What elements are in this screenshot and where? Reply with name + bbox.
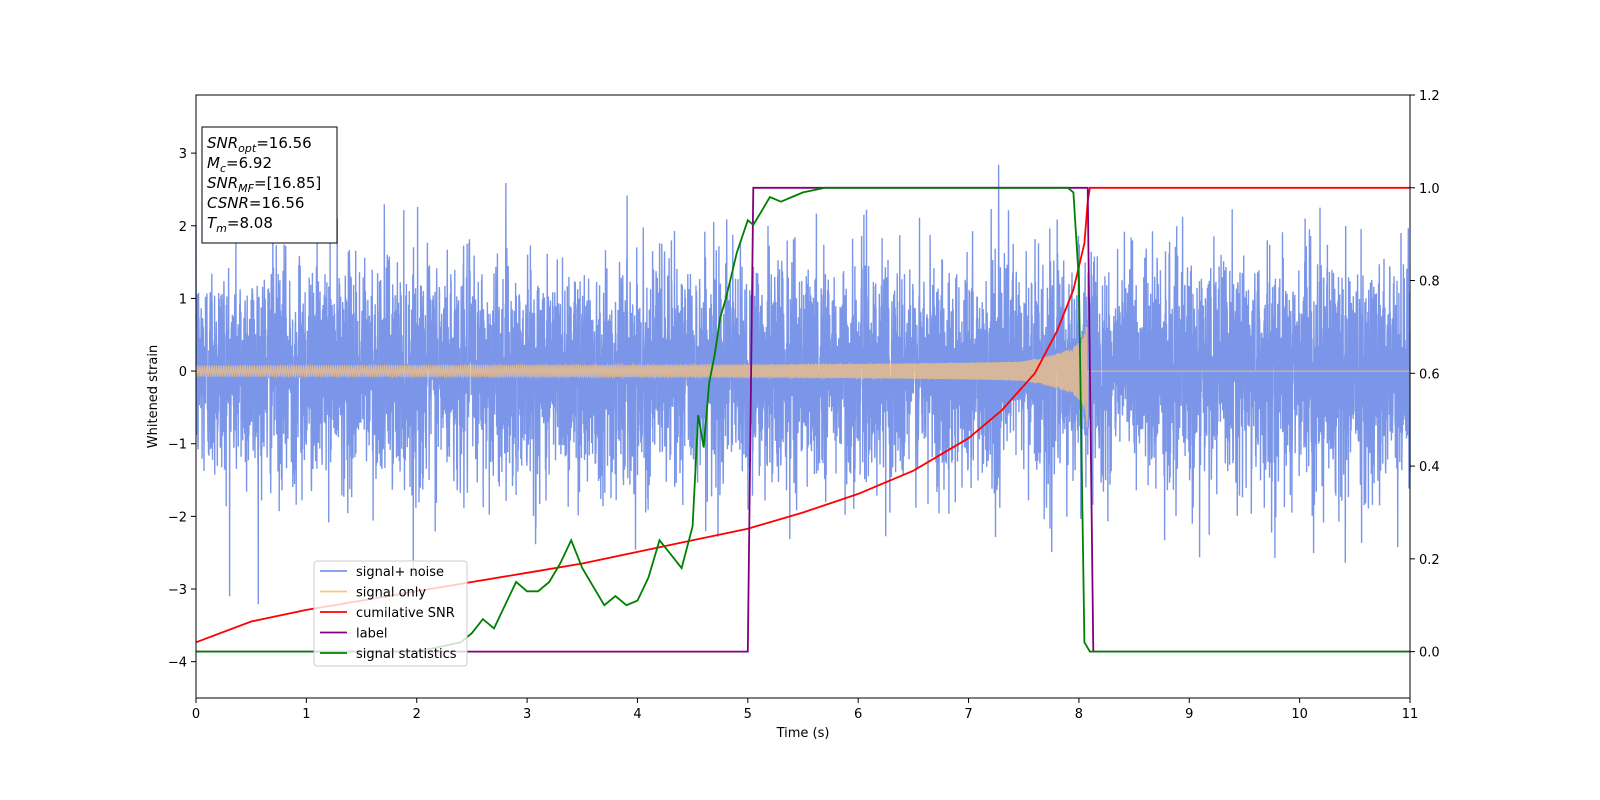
y-right-tick-label: 0.0 <box>1419 646 1440 661</box>
legend-label: signal statistics <box>356 647 457 662</box>
y-right-tick-label: 0.8 <box>1419 275 1440 290</box>
legend-label: signal+ noise <box>356 565 444 580</box>
line-signal-only <box>195 326 1410 428</box>
x-tick-label: 5 <box>744 707 752 722</box>
x-axis-label: Time (s) <box>776 726 830 741</box>
legend: signal+ noise signal only cumilative SNR la… <box>313 560 468 667</box>
x-tick-label: 3 <box>523 707 531 722</box>
x-tick-label: 4 <box>633 707 641 722</box>
y-tick-label: 3 <box>179 147 187 162</box>
series-signal-only <box>195 326 1410 428</box>
y-tick-label: −3 <box>168 583 187 598</box>
series-signal-noise <box>195 164 1411 605</box>
x-tick-label: 10 <box>1291 707 1308 722</box>
y-right-tick-label: 0.2 <box>1419 553 1440 568</box>
legend-label: label <box>356 627 387 642</box>
x-tick-label: 6 <box>854 707 862 722</box>
y-right-tick-label: 0.4 <box>1419 460 1440 475</box>
info-box-frame <box>201 126 338 244</box>
x-tick-label: 0 <box>192 707 200 722</box>
info-line: SNRMF=[16.85] <box>207 174 321 195</box>
x-tick-label: 7 <box>964 707 972 722</box>
y-tick-label: −1 <box>168 438 187 453</box>
x-tick-label: 8 <box>1075 707 1083 722</box>
legend-label: cumilative SNR <box>356 606 455 621</box>
axes: 0 1 2 3 4 5 6 7 8 9 10 11 −4 −3 −2 −1 0 1 2 3 0.0 0.2 0.4 0.6 0.… <box>168 89 1440 722</box>
info-box: SNRopt=16.56Mc=6.92SNRMF=[16.85]CSNR=16.… <box>201 126 338 244</box>
y-tick-label: −4 <box>168 656 187 671</box>
plot-frame <box>195 94 1411 699</box>
x-tick-label: 1 <box>302 707 310 722</box>
y-axis-label: Whitened strain <box>146 345 161 448</box>
info-line: Mc=6.92 <box>207 154 272 175</box>
line-signal-statistics <box>196 186 1410 653</box>
line-signal-noise <box>195 164 1411 605</box>
info-line: Tm=8.08 <box>207 214 273 235</box>
y-tick-label: −2 <box>168 510 187 525</box>
info-line: SNRopt=16.56 <box>207 134 312 155</box>
y-tick-label: 0 <box>179 365 187 380</box>
legend-label: signal only <box>356 586 426 601</box>
y-tick-label: 2 <box>179 220 187 235</box>
legend-frame <box>313 560 468 667</box>
x-tick-label: 9 <box>1185 707 1193 722</box>
x-tick-label: 2 <box>413 707 421 722</box>
y-right-tick-label: 0.6 <box>1419 367 1440 382</box>
y-right-tick-label: 1.2 <box>1419 89 1440 104</box>
x-tick-label: 11 <box>1402 707 1419 722</box>
y-right-tick-label: 1.0 <box>1419 182 1440 197</box>
y-tick-label: 1 <box>179 292 187 307</box>
info-line: CSNR=16.56 <box>207 194 304 212</box>
